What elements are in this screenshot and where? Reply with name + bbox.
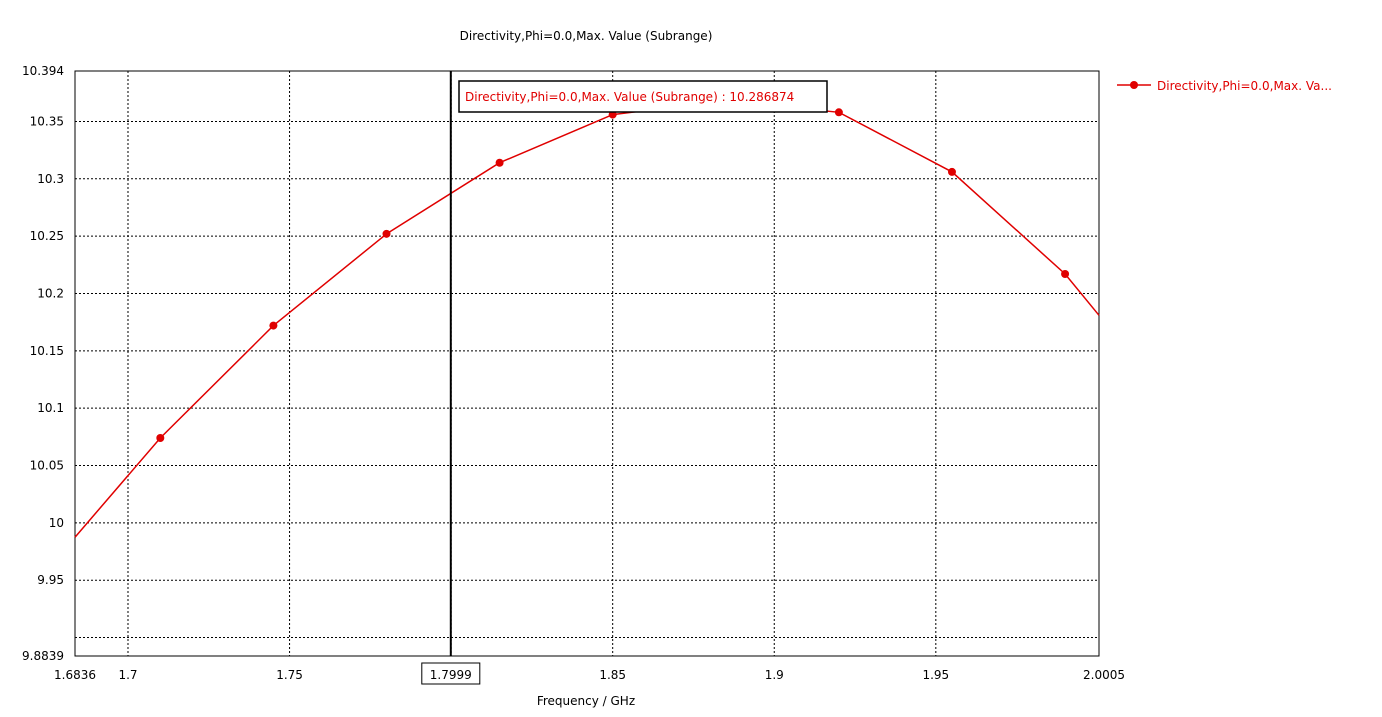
cursor-x-label-text: 1.7999 — [430, 668, 472, 682]
y-tick-label: 10 — [49, 516, 64, 530]
y-tick-label: 10.3 — [37, 172, 64, 186]
series-layer — [74, 96, 1100, 538]
y-tick-label: 10.2 — [37, 286, 64, 300]
series-point — [947, 167, 956, 176]
legend[interactable]: Directivity,Phi=0.0,Max. Va... — [1117, 79, 1332, 93]
x-tick-label: 1.9 — [765, 668, 784, 682]
y-tick-label: 10.05 — [30, 459, 64, 473]
x-axis-label: Frequency / GHz — [537, 694, 635, 708]
series-point — [382, 229, 391, 238]
series-point — [495, 158, 504, 167]
x-tick-label: 1.7 — [118, 668, 137, 682]
legend-entry-label: Directivity,Phi=0.0,Max. Va... — [1157, 79, 1332, 93]
x-tick-label: 1.85 — [599, 668, 626, 682]
plot-area-frame — [74, 70, 1100, 657]
y-tick-label: 9.8839 — [22, 649, 64, 663]
x-tick-label: 1.75 — [276, 668, 303, 682]
y-tick-label: 10.394 — [22, 64, 64, 78]
cursor-x-label: 1.7999 — [421, 662, 481, 685]
axis-ticks: 9.8839 9.95 10 10.05 10.1 10.15 10.2 10.25 10.3 1… — [22, 64, 1125, 682]
chart-title: Directivity,Phi=0.0,Max. Value (Subrange… — [460, 29, 713, 43]
legend-marker-swatch — [1130, 81, 1138, 89]
series-point — [834, 108, 843, 117]
y-tick-label: 10.35 — [30, 114, 64, 128]
readout-frame — [458, 80, 828, 113]
series-point — [1061, 269, 1070, 278]
series-line — [74, 100, 1100, 538]
cursor-readout-box: Directivity,Phi=0.0,Max. Value (Subrange… — [458, 80, 828, 113]
cursor-x-label-frame — [421, 662, 481, 685]
x-tick-label: 2.0005 — [1083, 668, 1125, 682]
y-tick-label: 10.25 — [30, 229, 64, 243]
y-tick-label: 10.1 — [37, 401, 64, 415]
x-tick-label: 1.95 — [922, 668, 949, 682]
grid-lines — [75, 71, 1099, 656]
y-tick-label: 10.15 — [30, 344, 64, 358]
y-tick-label: 9.95 — [37, 573, 64, 587]
readout-text: Directivity,Phi=0.0,Max. Value (Subrange… — [465, 90, 794, 104]
series-point — [156, 433, 165, 442]
x-tick-label: 1.6836 — [54, 668, 96, 682]
series-point — [269, 321, 278, 330]
